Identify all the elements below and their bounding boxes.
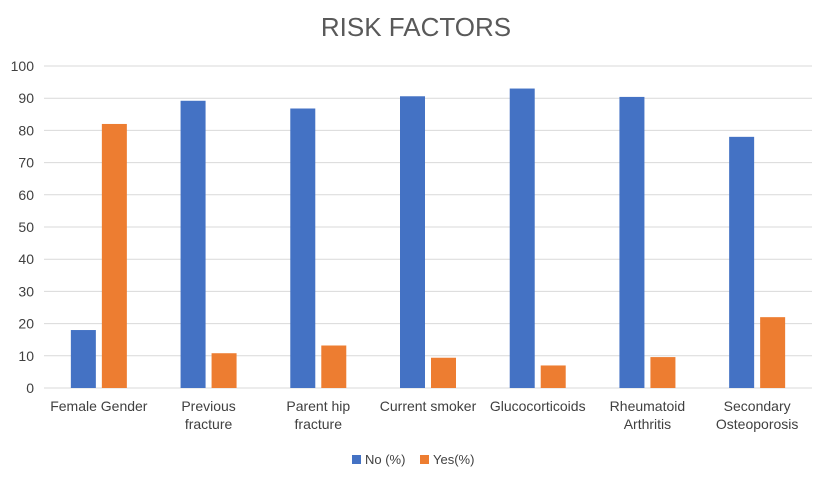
x-category-label: Secondary Osteoporosis (716, 398, 798, 432)
gridlines (44, 65, 812, 389)
bar-no (70, 330, 96, 388)
bar-yes (211, 353, 237, 388)
bar-yes (101, 123, 127, 389)
x-category-label: Previous fracture (181, 398, 235, 432)
y-tick-label: 30 (18, 283, 34, 299)
x-category-label: Parent hip fracture (286, 398, 350, 432)
y-tick-label: 40 (18, 251, 34, 267)
bar-no (180, 100, 206, 388)
legend-label: Yes(%) (433, 452, 474, 467)
y-tick-label: 50 (18, 219, 34, 235)
bar-yes (321, 345, 347, 388)
x-category-label: Rheumatoid Arthritis (610, 398, 686, 432)
y-tick-label: 20 (18, 316, 34, 332)
legend-swatch (420, 455, 429, 464)
chart-title: RISK FACTORS (321, 12, 511, 42)
bar-yes (650, 357, 676, 388)
legend-label: No (%) (365, 452, 405, 467)
x-category-label: Current smoker (380, 398, 477, 414)
bar-no (400, 96, 425, 388)
y-tick-label: 100 (11, 58, 35, 74)
bar-yes (540, 365, 566, 388)
bar-no (509, 88, 535, 388)
legend: No (%) Yes(%) (352, 452, 474, 467)
y-axis-ticks: 0 10 20 30 40 50 60 70 80 90 100 (11, 58, 35, 396)
y-tick-label: 90 (18, 90, 34, 106)
x-category-label: Glucocorticoids (490, 398, 586, 414)
y-tick-label: 10 (18, 348, 34, 364)
y-tick-label: 60 (18, 187, 34, 203)
bar-no (290, 108, 316, 388)
y-tick-label: 0 (26, 380, 34, 396)
bar-yes (431, 357, 456, 388)
bar-no (729, 136, 755, 388)
y-tick-label: 70 (18, 155, 34, 171)
bar-yes (760, 317, 786, 388)
y-tick-label: 80 (18, 122, 34, 138)
bar-no (619, 96, 645, 389)
x-category-label: Female Gender (50, 398, 148, 414)
x-axis-categories: Female Gender Previous fracture Parent hip f… (50, 398, 798, 432)
legend-swatch (352, 455, 361, 464)
bars (70, 88, 786, 389)
